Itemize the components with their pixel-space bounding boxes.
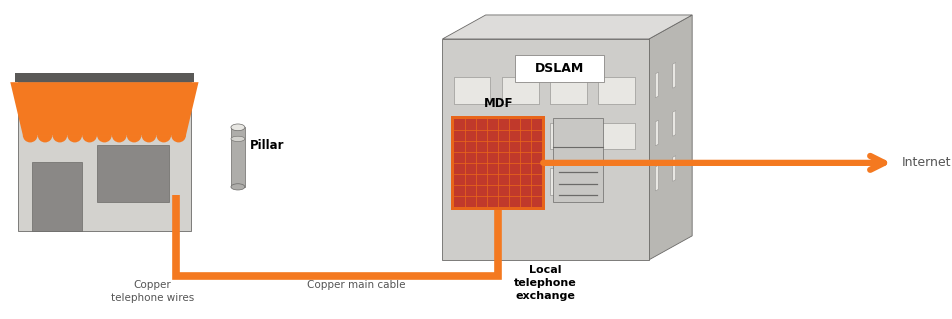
Polygon shape bbox=[655, 120, 659, 146]
Polygon shape bbox=[10, 82, 199, 135]
Ellipse shape bbox=[231, 184, 245, 190]
Wedge shape bbox=[52, 135, 68, 142]
FancyBboxPatch shape bbox=[515, 55, 604, 82]
Wedge shape bbox=[171, 135, 186, 142]
Polygon shape bbox=[649, 15, 692, 260]
FancyBboxPatch shape bbox=[598, 78, 635, 104]
Wedge shape bbox=[142, 135, 156, 142]
Wedge shape bbox=[38, 135, 52, 142]
Wedge shape bbox=[97, 135, 111, 142]
FancyBboxPatch shape bbox=[451, 116, 545, 210]
FancyBboxPatch shape bbox=[454, 168, 490, 195]
FancyBboxPatch shape bbox=[454, 122, 490, 149]
FancyBboxPatch shape bbox=[550, 122, 586, 149]
Ellipse shape bbox=[231, 136, 245, 142]
Text: Pillar: Pillar bbox=[249, 139, 284, 152]
Text: MDF: MDF bbox=[484, 97, 513, 110]
Wedge shape bbox=[23, 135, 38, 142]
Polygon shape bbox=[443, 15, 692, 39]
FancyBboxPatch shape bbox=[598, 122, 635, 149]
Polygon shape bbox=[673, 111, 676, 136]
FancyBboxPatch shape bbox=[18, 82, 190, 231]
FancyBboxPatch shape bbox=[231, 127, 245, 187]
Text: Copper main cable: Copper main cable bbox=[307, 280, 406, 290]
Wedge shape bbox=[82, 135, 97, 142]
Text: Local
telephone
exchange: Local telephone exchange bbox=[514, 265, 577, 301]
Polygon shape bbox=[655, 165, 659, 191]
Text: Copper
telephone wires: Copper telephone wires bbox=[110, 280, 194, 303]
Polygon shape bbox=[673, 63, 676, 88]
Ellipse shape bbox=[231, 124, 245, 131]
Wedge shape bbox=[156, 135, 171, 142]
Text: DSLAM: DSLAM bbox=[535, 62, 585, 75]
FancyBboxPatch shape bbox=[553, 118, 603, 202]
Text: Internet: Internet bbox=[902, 156, 951, 169]
FancyBboxPatch shape bbox=[502, 168, 539, 195]
FancyBboxPatch shape bbox=[15, 73, 193, 82]
Wedge shape bbox=[111, 135, 127, 142]
FancyBboxPatch shape bbox=[443, 39, 649, 260]
FancyBboxPatch shape bbox=[502, 78, 539, 104]
FancyBboxPatch shape bbox=[550, 78, 586, 104]
FancyBboxPatch shape bbox=[97, 145, 169, 202]
Wedge shape bbox=[127, 135, 142, 142]
Polygon shape bbox=[673, 156, 676, 181]
FancyBboxPatch shape bbox=[454, 78, 490, 104]
FancyBboxPatch shape bbox=[454, 119, 543, 207]
FancyBboxPatch shape bbox=[32, 162, 82, 231]
Polygon shape bbox=[655, 72, 659, 98]
FancyBboxPatch shape bbox=[550, 168, 586, 195]
FancyBboxPatch shape bbox=[502, 122, 539, 149]
Wedge shape bbox=[68, 135, 82, 142]
